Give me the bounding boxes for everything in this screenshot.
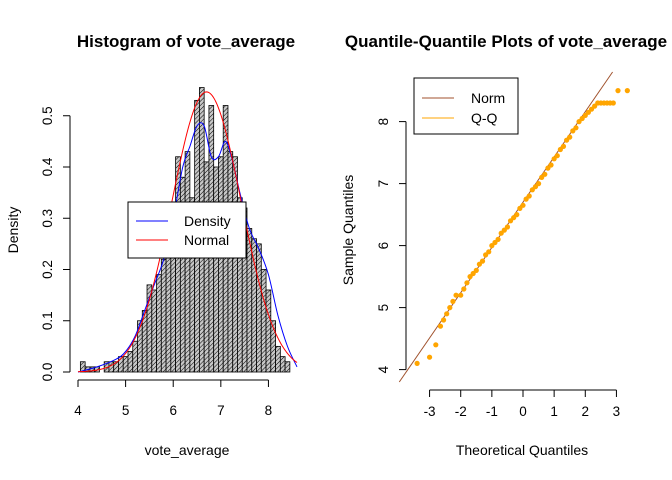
histogram-bar <box>184 151 191 373</box>
histogram-bar <box>175 156 181 373</box>
histogram-bar <box>203 161 210 373</box>
histogram-bar <box>218 156 224 373</box>
qq-point <box>464 280 470 286</box>
x-tick-label: -2 <box>455 404 467 419</box>
histogram-bar <box>132 340 138 373</box>
histogram-xlabel: vote_average <box>145 442 230 458</box>
qq-point <box>440 317 447 323</box>
y-tick-label: 0.5 <box>40 106 55 125</box>
qq-point <box>573 125 579 131</box>
histogram-legend: Density Normal <box>127 201 247 259</box>
histogram-bar <box>151 289 157 373</box>
histogram-y-axis: 0.0 0.1 0.2 0.3 0.4 0.5 <box>40 106 71 382</box>
qq-point <box>437 323 444 329</box>
qq-point <box>624 88 630 94</box>
qq-point <box>548 162 554 168</box>
qq-point <box>514 212 520 218</box>
histogram-bar <box>213 166 219 373</box>
histogram-bar <box>227 151 234 373</box>
x-tick-label: -1 <box>486 404 498 419</box>
histogram-bar <box>265 289 272 373</box>
histogram-bar <box>284 361 291 373</box>
normal-curve <box>77 91 298 373</box>
histogram-bar <box>108 361 115 373</box>
qq-point <box>447 305 453 311</box>
y-tick-label: 8 <box>376 118 391 126</box>
qq-point <box>504 224 511 230</box>
qq-point <box>560 143 567 149</box>
histogram-bar <box>170 248 176 373</box>
y-tick-label: 5 <box>376 304 391 312</box>
x-tick-label: 0 <box>519 404 527 419</box>
x-tick-label: 8 <box>265 403 273 418</box>
histogram-title: Histogram of vote_average <box>77 32 295 51</box>
histogram-bar <box>251 238 257 373</box>
y-tick-label: 6 <box>376 242 391 250</box>
histogram-bar <box>232 156 238 373</box>
density-curve <box>77 122 298 373</box>
histogram-bar <box>122 356 129 373</box>
x-tick-label: -3 <box>424 404 436 419</box>
qq-point <box>610 100 616 106</box>
qq-y-axis: 4 5 6 7 8 <box>376 118 407 373</box>
legend-label-density: Density <box>184 213 231 229</box>
qq-point <box>520 202 526 208</box>
y-tick-label: 0.4 <box>40 157 55 176</box>
histogram-legend-box <box>127 201 247 259</box>
legend-label-qq: Q-Q <box>471 110 498 126</box>
histogram-bar <box>260 269 267 373</box>
qq-panel: Quantile-Quantile Plots of vote_average … <box>340 32 667 458</box>
qq-point <box>542 171 548 177</box>
qq-point <box>535 181 542 187</box>
x-tick-label: 5 <box>122 403 130 418</box>
qq-point <box>414 360 420 366</box>
legend-label-norm: Norm <box>471 90 505 106</box>
qq-x-axis: -3 -2 -1 0 1 2 3 <box>424 389 621 419</box>
qq-title: Quantile-Quantile Plots of vote_average <box>345 32 667 51</box>
qq-point <box>615 88 621 94</box>
qq-point <box>450 298 456 304</box>
qq-legend-box <box>413 77 519 135</box>
qq-point <box>473 267 479 273</box>
qq-point <box>426 354 433 360</box>
qq-point <box>526 193 532 199</box>
qq-point <box>458 292 464 298</box>
x-tick-label: 3 <box>613 404 621 419</box>
histogram-bar <box>275 345 281 373</box>
qq-point <box>479 258 486 264</box>
x-tick-label: 7 <box>217 403 225 418</box>
y-tick-label: 7 <box>376 180 391 188</box>
histogram-bar <box>256 243 262 373</box>
qq-point <box>444 311 450 317</box>
histogram-ylabel: Density <box>5 207 21 254</box>
histogram-x-axis: 4 5 6 7 8 <box>74 379 273 418</box>
qq-xlabel: Theoretical Quantiles <box>456 442 588 458</box>
x-tick-label: 6 <box>169 403 177 418</box>
x-tick-label: 2 <box>582 404 590 419</box>
qq-point <box>486 249 492 255</box>
y-tick-label: 4 <box>376 365 391 373</box>
y-tick-label: 0.3 <box>40 209 55 228</box>
qq-point <box>567 134 573 140</box>
histogram-bar <box>279 356 286 373</box>
qq-point <box>433 342 439 348</box>
qq-point <box>453 292 459 298</box>
legend-label-normal: Normal <box>184 232 229 248</box>
y-tick-label: 0.1 <box>40 311 55 330</box>
x-tick-label: 1 <box>550 404 558 419</box>
qq-points <box>414 88 630 366</box>
qq-point <box>554 153 560 159</box>
histogram-bar <box>127 351 134 373</box>
y-tick-label: 0.2 <box>40 260 55 279</box>
y-tick-label: 0.0 <box>40 363 55 382</box>
qq-point <box>495 236 501 242</box>
x-tick-label: 4 <box>74 403 82 418</box>
qq-point <box>461 286 467 292</box>
qq-ylabel: Sample Quantiles <box>340 175 356 286</box>
qq-legend: Norm Q-Q <box>413 77 519 135</box>
histogram-bar <box>156 274 162 373</box>
histogram-bar <box>160 258 167 373</box>
